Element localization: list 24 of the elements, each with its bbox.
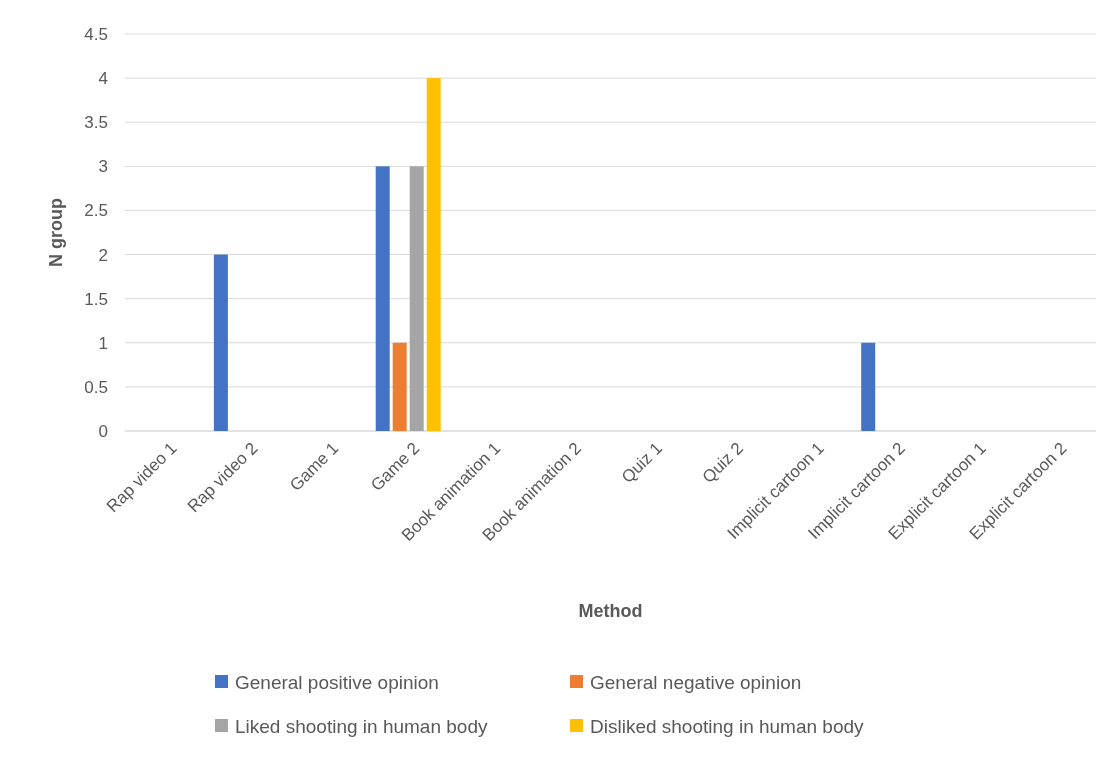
- y-tick-label: 4.5: [84, 24, 108, 44]
- legend-label: Disliked shooting in human body: [590, 715, 865, 737]
- bar: [375, 166, 390, 431]
- y-tick-label: 2.5: [84, 201, 108, 221]
- y-tick-label: 0.5: [84, 377, 108, 397]
- legend-label: Liked shooting in human body: [235, 715, 488, 737]
- bar: [426, 78, 441, 431]
- bar: [861, 342, 876, 431]
- y-axis-title: N group: [46, 198, 66, 267]
- y-tick-label: 3.5: [84, 113, 108, 133]
- x-tick-label: Quiz 2: [698, 438, 747, 487]
- y-tick-label: 2: [98, 245, 108, 265]
- bar: [392, 342, 407, 431]
- y-tick-label: 4: [98, 69, 108, 89]
- x-tick-label: Quiz 1: [617, 438, 666, 487]
- y-tick-label: 1.5: [84, 289, 108, 309]
- y-tick-label: 0: [98, 421, 108, 441]
- x-axis-title: Method: [578, 601, 643, 621]
- legend-label: General positive opinion: [235, 671, 439, 693]
- bar: [409, 166, 424, 431]
- legend-label: General negative opinion: [590, 671, 802, 693]
- bar: [213, 254, 228, 431]
- y-tick-label: 3: [98, 157, 108, 177]
- y-tick-label: 1: [98, 333, 108, 353]
